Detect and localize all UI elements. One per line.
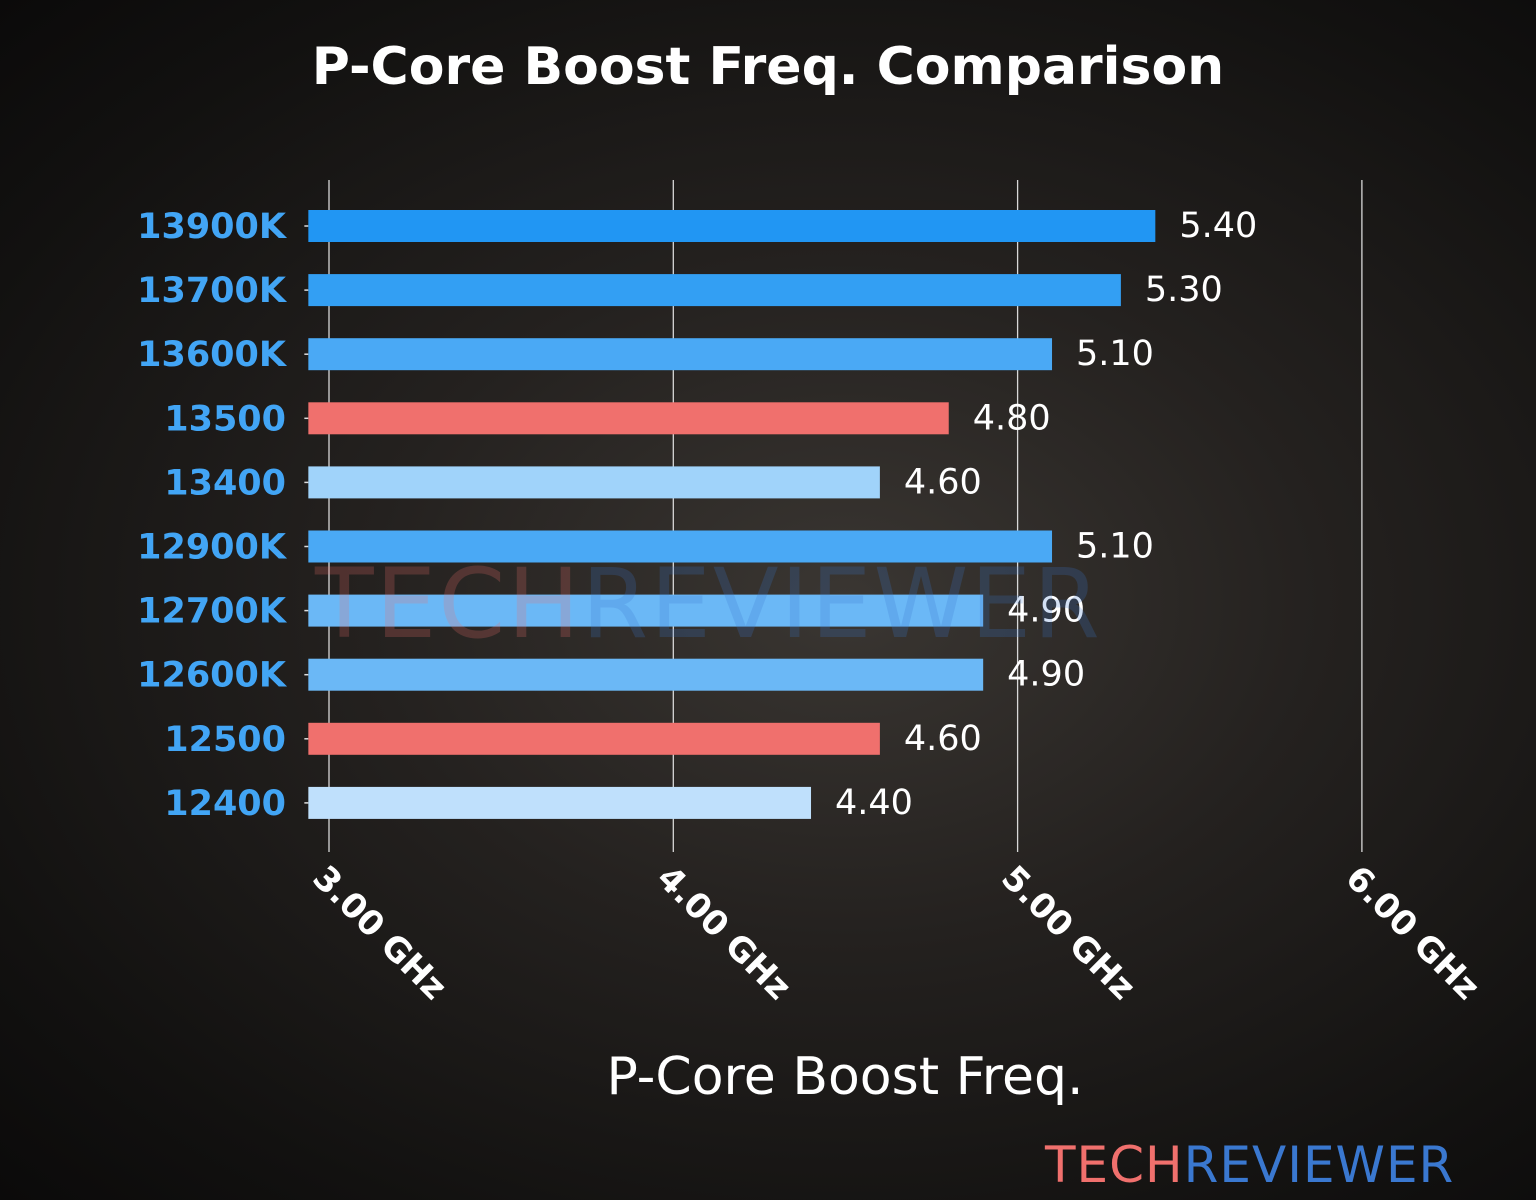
category-label: 12600K	[137, 656, 288, 696]
category-label: 12500	[164, 720, 286, 760]
x-ticks: 3.00 GHz 4.00 GHz 5.00 GHz 6.00 GHz	[305, 858, 1488, 1008]
x-tick-label: 4.00 GHz	[649, 858, 799, 1008]
category-label: 13700K	[137, 271, 288, 311]
bar-12400	[308, 786, 812, 819]
bar-13600k	[308, 338, 1053, 371]
category-label: 12900K	[137, 528, 288, 568]
category-label: 12400	[164, 784, 286, 824]
x-axis-label: P-Core Boost Freq.	[606, 1047, 1083, 1107]
value-label: 4.80	[973, 398, 1051, 438]
chart-title: P-Core Boost Freq. Comparison	[312, 37, 1224, 97]
value-label: 5.10	[1076, 334, 1154, 374]
value-label: 5.40	[1179, 206, 1257, 246]
bar-13700k	[308, 274, 1121, 307]
bar-13900k	[308, 210, 1156, 242]
value-label: 5.10	[1076, 527, 1154, 567]
value-label: 4.60	[904, 719, 982, 759]
value-label: 5.30	[1145, 270, 1223, 310]
x-tick-label: 5.00 GHz	[993, 858, 1143, 1008]
bar-12900k	[308, 530, 1053, 563]
value-label: 4.40	[835, 783, 913, 823]
category-label: 13500	[164, 399, 286, 439]
x-tick-label: 6.00 GHz	[1338, 858, 1488, 1008]
bar-13500	[308, 402, 949, 435]
bar-12500	[308, 722, 880, 755]
category-label: 12700K	[137, 592, 288, 632]
bar-13400	[308, 466, 880, 499]
category-label: 13400	[164, 463, 286, 503]
category-label: 13900K	[137, 207, 288, 247]
category-label: 13600K	[137, 335, 288, 375]
value-label: 4.90	[1007, 591, 1085, 631]
techreviewer-logo: TECHREVIEWER	[1045, 1136, 1455, 1194]
bars: 13900K 5.40 13700K 5.30 13600K 5.10 13500 4.80 1…	[137, 206, 1257, 824]
bar-12700k	[308, 594, 984, 627]
watermark: TECHREVIEWER	[315, 548, 1102, 660]
bar-12600k	[308, 658, 984, 691]
x-tick-label: 3.00 GHz	[305, 858, 455, 1008]
value-label: 4.60	[904, 462, 982, 502]
value-label: 4.90	[1007, 655, 1085, 695]
